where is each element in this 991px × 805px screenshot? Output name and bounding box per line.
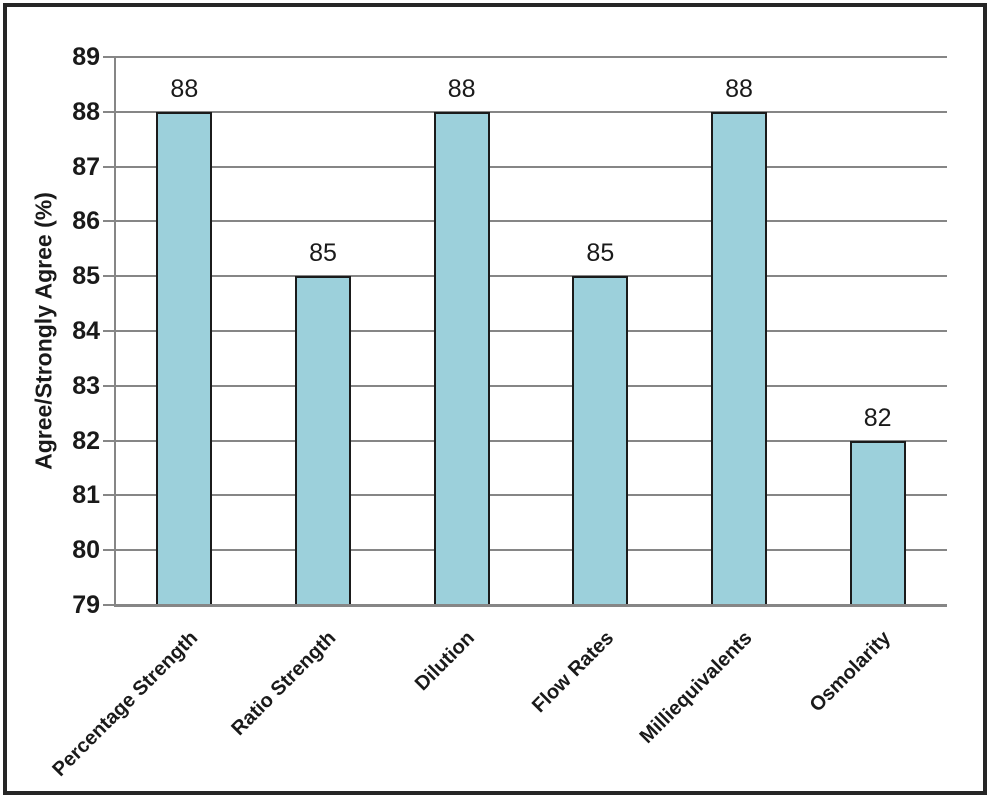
- y-tick-label-80: 80: [72, 536, 100, 565]
- y-tick-label-82: 82: [72, 426, 100, 455]
- y-axis-tick-89: [103, 56, 115, 58]
- y-axis-tick-85: [103, 275, 115, 278]
- bar-milliequivalents: [711, 111, 767, 605]
- y-tick-label-86: 86: [72, 207, 100, 236]
- y-tick-label-88: 88: [72, 97, 100, 126]
- gridline-y-89: [115, 56, 947, 58]
- y-tick-label-89: 89: [72, 43, 100, 71]
- y-tick-label-83: 83: [72, 371, 100, 400]
- y-axis-tick-83: [103, 384, 115, 387]
- bar-value-label-milliequivalents: 88: [725, 74, 753, 103]
- y-axis-tick-84: [103, 330, 115, 332]
- x-axis-line: [115, 604, 947, 607]
- bar-flow-rates: [572, 276, 629, 605]
- y-axis-tick-79: [103, 604, 115, 606]
- bar-ratio-strength: [295, 276, 351, 605]
- gridline-y-81: [115, 494, 947, 497]
- bar-dilution: [433, 111, 490, 605]
- bar-value-label-ratio-strength: 85: [309, 239, 337, 268]
- gridline-y-83: [115, 384, 947, 387]
- gridline-y-84: [115, 330, 947, 332]
- gridline-y-85: [115, 275, 947, 278]
- gridline-y-86: [115, 220, 947, 223]
- bar-value-label-dilution: 88: [447, 74, 476, 103]
- bar-value-label-percentage-strength: 88: [170, 74, 199, 103]
- bar-value-label-osmolarity: 82: [863, 403, 892, 432]
- y-axis-tick-86: [103, 220, 115, 223]
- y-axis-tick-88: [103, 110, 115, 113]
- gridline-y-87: [115, 165, 947, 168]
- bar-osmolarity: [849, 440, 906, 605]
- y-tick-label-79: 79: [72, 591, 100, 619]
- gridline-y-80: [115, 549, 947, 552]
- y-axis-tick-81: [103, 494, 115, 497]
- y-axis-tick-82: [103, 439, 115, 442]
- gridline-y-88: [115, 110, 947, 113]
- bar-percentage-strength: [156, 111, 213, 605]
- y-tick-label-87: 87: [72, 152, 100, 181]
- y-tick-label-81: 81: [72, 481, 100, 510]
- bar-value-label-flow-rates: 85: [586, 239, 615, 268]
- gridline-y-82: [115, 439, 947, 442]
- y-axis-line: [114, 56, 116, 607]
- y-tick-label-84: 84: [72, 317, 100, 345]
- y-axis-tick-87: [103, 165, 115, 168]
- y-tick-label-85: 85: [72, 262, 100, 291]
- y-axis-tick-80: [103, 549, 115, 552]
